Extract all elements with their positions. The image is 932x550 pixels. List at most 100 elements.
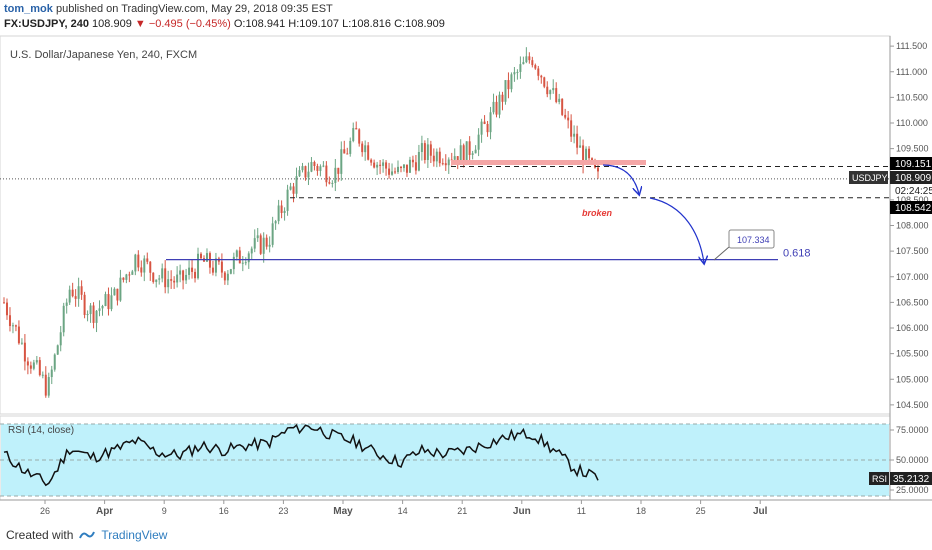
- candle-body: [26, 361, 29, 366]
- candle-body: [540, 75, 543, 78]
- candle-body: [131, 271, 134, 275]
- candle-body: [537, 68, 540, 76]
- candle-body: [86, 314, 89, 316]
- candle-body: [534, 65, 537, 69]
- candle-body: [223, 272, 226, 281]
- fib-618-label: 0.618: [783, 248, 811, 260]
- candle-body: [382, 162, 385, 166]
- candle-body: [567, 117, 570, 121]
- candle-body: [480, 121, 483, 135]
- candle-body: [492, 101, 495, 113]
- candle-body: [528, 56, 531, 61]
- candle-body: [337, 167, 340, 174]
- resistance-zone: [451, 160, 646, 165]
- candle-body: [38, 360, 41, 376]
- price-tick-label: 107.500: [896, 246, 929, 256]
- candle-body: [122, 277, 125, 280]
- candle-body: [373, 162, 376, 168]
- candle-body: [229, 269, 232, 274]
- candle-body: [128, 274, 131, 276]
- candle-body: [77, 286, 80, 299]
- candle-body: [322, 165, 325, 167]
- candle-body: [53, 354, 56, 370]
- current-price-tag: [890, 171, 932, 184]
- candle-body: [250, 248, 253, 254]
- candle-body: [179, 270, 182, 275]
- time-tick-label: 18: [636, 506, 646, 516]
- candle-body: [522, 62, 525, 65]
- candle-body: [62, 305, 65, 333]
- time-tick-label: Jun: [513, 506, 531, 517]
- candle-body: [71, 289, 74, 297]
- candle-body: [295, 176, 298, 194]
- candle-body: [561, 98, 564, 115]
- candle-body: [241, 262, 244, 264]
- last-price: 108.909: [92, 18, 132, 30]
- price-tick-label: 108.500: [896, 195, 929, 205]
- candle-body: [477, 134, 480, 150]
- candle-body: [197, 253, 200, 279]
- candle-body: [447, 159, 450, 166]
- candle-body: [11, 325, 14, 327]
- tradingview-link[interactable]: TradingView: [101, 528, 168, 542]
- candle-body: [486, 123, 489, 133]
- candle-body: [17, 326, 20, 344]
- candle-body: [510, 74, 513, 90]
- chart-title: U.S. Dollar/Japanese Yen, 240, FXCM: [10, 49, 197, 61]
- candle-body: [319, 166, 322, 171]
- candle-body: [525, 56, 528, 63]
- candle-body: [301, 166, 304, 171]
- candle-body: [310, 162, 313, 172]
- footer: Created with TradingView: [6, 528, 167, 542]
- candle-body: [47, 377, 50, 396]
- candle-body: [376, 164, 379, 168]
- candle-body: [423, 143, 426, 161]
- candle-body: [137, 254, 140, 268]
- author-link[interactable]: tom_mok: [4, 3, 53, 15]
- candle-body: [576, 133, 579, 148]
- candle-body: [304, 166, 307, 178]
- candle-body: [41, 374, 44, 376]
- ohlc-line: FX:USDJPY, 240 108.909 ▼ −0.495 (−0.45%)…: [4, 18, 445, 30]
- target-callout-box: [728, 229, 775, 249]
- candle-body: [456, 156, 459, 163]
- target-callout-text: 107.334: [737, 235, 770, 245]
- candle-body: [459, 145, 462, 163]
- candle-body: [483, 121, 486, 124]
- candle-body: [134, 254, 137, 272]
- candle-body: [367, 145, 370, 160]
- target-callout-pointer: [713, 246, 730, 261]
- candle-body: [328, 182, 331, 184]
- candle-body: [471, 153, 474, 155]
- candle-body: [504, 80, 507, 102]
- candle-body: [579, 145, 582, 148]
- time-tick-label: Jul: [753, 506, 768, 517]
- candle-body: [462, 145, 465, 165]
- candle-body: [408, 159, 411, 173]
- candle-body: [89, 305, 92, 315]
- candle-body: [98, 308, 101, 311]
- candle-body: [268, 244, 271, 247]
- candle-body: [259, 235, 262, 254]
- countdown-text: 02:24:25: [895, 186, 932, 197]
- candle-body: [211, 267, 214, 273]
- candle-body: [110, 295, 113, 310]
- candle-body: [370, 159, 373, 163]
- price-pane-frame: [0, 35, 891, 415]
- candle-body: [208, 253, 211, 268]
- candle-body: [256, 235, 259, 239]
- candle-body: [80, 286, 83, 295]
- candle-body: [346, 153, 349, 155]
- candle-body: [152, 272, 155, 282]
- candle-body: [289, 186, 292, 190]
- candle-body: [158, 278, 161, 280]
- candle-body: [20, 342, 23, 344]
- candle-body: [465, 141, 468, 165]
- created-with-text: Created with: [6, 528, 74, 542]
- candle-body: [501, 94, 504, 102]
- candle-body: [349, 140, 352, 154]
- current-price-text: 108.909: [895, 173, 932, 184]
- candle-body: [340, 149, 343, 174]
- candle-body: [516, 71, 519, 73]
